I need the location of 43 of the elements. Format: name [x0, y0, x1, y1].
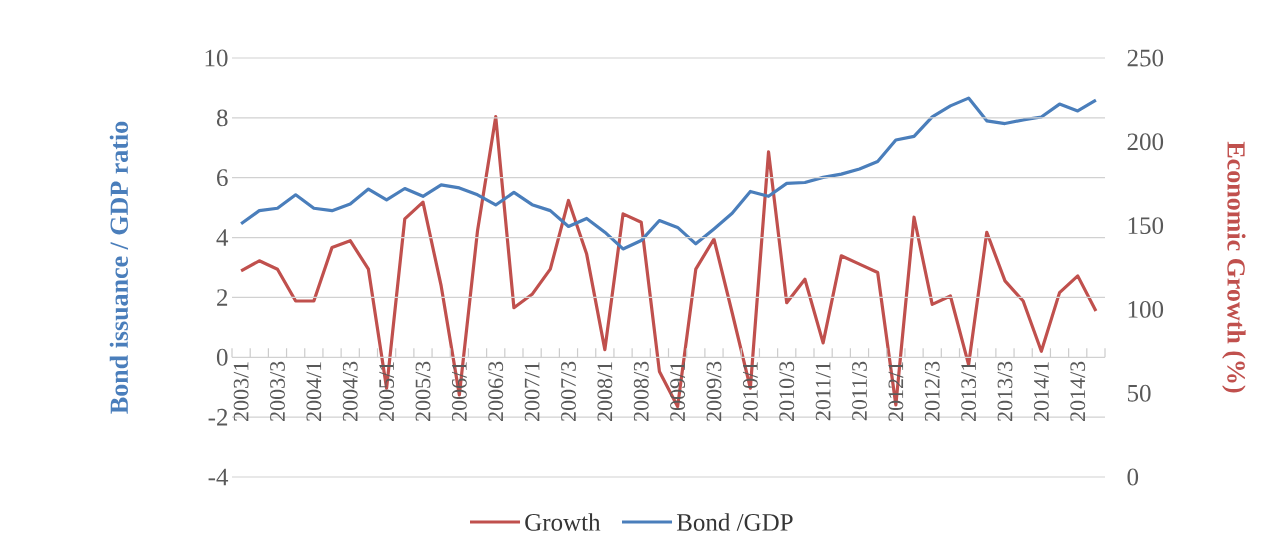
x-tick-label: 2014/3 [1070, 361, 1086, 421]
legend-label: Bond /GDP [676, 513, 793, 531]
x-tick-label: 2004/3 [342, 361, 358, 421]
y-tick-label: 8 [216, 109, 228, 127]
y-tick-label: -4 [208, 468, 229, 486]
y-axis-title: Bond issuance / GDP ratio [109, 121, 129, 414]
x-tick-label: 2014/1 [1033, 362, 1049, 421]
y-tick-label: 0 [216, 348, 228, 366]
y2-axis-title: Economic Growth (%) [1222, 141, 1246, 393]
x-tick-label: 2007/1 [524, 362, 540, 421]
x-tick-label: 2011/3 [852, 361, 867, 421]
x-tick-label: 2006/1 [451, 362, 467, 421]
y-tick-label: 6 [217, 169, 228, 187]
legend-label: Growth [525, 513, 601, 531]
x-tick-label: 2012/3 [924, 361, 940, 421]
x-tick-label: 2009/3 [706, 361, 722, 421]
x-tick-label: 2003/3 [270, 361, 285, 421]
line-series [239, 96, 1098, 251]
y2-tick-label: 150 [1128, 217, 1164, 235]
y2-tick-label: 200 [1127, 133, 1164, 151]
x-tick-label: 2003/1 [233, 362, 249, 421]
y-tick-label: 4 [216, 229, 229, 246]
y2-tick-label: 250 [1127, 49, 1164, 67]
y-tick-label: 10 [205, 49, 228, 67]
x-tick-label: 2013/3 [997, 361, 1013, 421]
y-tick-label: -2 [208, 408, 228, 426]
x-tick-label: 2011/1 [815, 362, 831, 421]
x-tick-label: 2012/1 [888, 362, 904, 421]
x-tick-label: 2005/1 [379, 362, 395, 421]
x-tick-label: 2008/3 [633, 361, 649, 421]
y2-tick-label: 0 [1127, 468, 1139, 486]
y2-tick-label: 100 [1128, 300, 1164, 318]
y2-tick-label: 50 [1128, 384, 1151, 402]
x-tick-label: 2010/1 [742, 362, 758, 421]
x-tick-label: 2006/3 [488, 361, 504, 421]
x-tick-label: 2013/1 [961, 362, 977, 421]
y-tick-label: 2 [217, 289, 228, 306]
x-tick-label: 2008/1 [597, 362, 613, 421]
x-tick-label: 2009/1 [670, 362, 686, 421]
x-tick-label: 2010/3 [779, 361, 795, 421]
x-tick-label: 2005/3 [415, 361, 431, 421]
x-tick-label: 2004/1 [306, 362, 322, 421]
x-tick-label: 2007/3 [561, 361, 576, 421]
